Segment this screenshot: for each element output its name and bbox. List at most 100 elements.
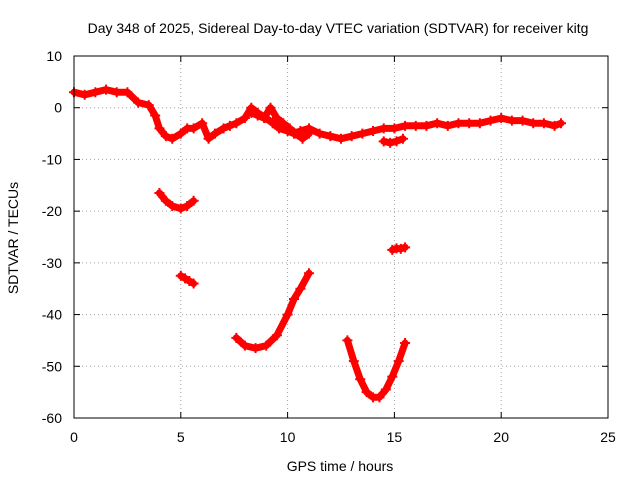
- data-point: [289, 294, 300, 305]
- data-point: [400, 120, 411, 131]
- data-point: [314, 128, 325, 139]
- y-tick-label: -50: [42, 358, 62, 374]
- series-segment-5h: [175, 270, 199, 289]
- x-tick-label: 5: [177, 429, 185, 445]
- data-point: [303, 128, 314, 139]
- data-layer: [69, 84, 567, 403]
- data-point: [79, 89, 90, 100]
- data-point: [267, 118, 278, 129]
- series-segment-4h: [154, 188, 199, 214]
- data-point: [400, 242, 411, 253]
- data-point: [239, 113, 250, 124]
- data-point: [485, 115, 496, 126]
- data-point: [378, 136, 389, 147]
- series-segment-15h: [387, 242, 411, 255]
- data-point: [453, 118, 464, 129]
- data-point: [432, 118, 443, 129]
- data-point: [278, 118, 289, 129]
- data-point: [182, 200, 193, 211]
- data-point: [175, 203, 186, 214]
- data-point: [400, 338, 411, 349]
- data-point: [410, 120, 421, 131]
- x-tick-label: 15: [387, 429, 403, 445]
- data-point: [325, 131, 336, 142]
- data-point: [197, 118, 208, 129]
- data-point: [274, 123, 285, 134]
- data-point: [348, 356, 359, 367]
- data-point: [474, 118, 485, 129]
- data-point: [271, 330, 282, 341]
- data-point: [361, 387, 372, 398]
- data-point: [209, 128, 220, 139]
- data-point: [297, 133, 308, 144]
- data-point: [303, 268, 314, 279]
- data-point: [265, 102, 276, 113]
- data-point: [442, 120, 453, 131]
- data-point: [188, 195, 199, 206]
- y-axis-label: SDTVAR / TECUs: [5, 182, 21, 294]
- y-tick-label: -10: [42, 151, 62, 167]
- data-point: [160, 195, 171, 206]
- data-point: [355, 374, 366, 385]
- x-tick-label: 25: [600, 429, 616, 445]
- data-point: [397, 133, 408, 144]
- series-arc-14h: [342, 335, 411, 403]
- data-point: [154, 188, 165, 199]
- data-point: [203, 133, 214, 144]
- data-point: [528, 118, 539, 129]
- data-point: [261, 340, 272, 351]
- data-point: [246, 107, 257, 118]
- data-point: [517, 115, 528, 126]
- data-point: [378, 123, 389, 134]
- data-point: [122, 87, 133, 98]
- series-arc-9h: [231, 268, 314, 354]
- series-line: [177, 272, 198, 287]
- data-point: [259, 113, 270, 124]
- data-point: [556, 118, 567, 129]
- data-point: [175, 128, 186, 139]
- data-point: [143, 100, 154, 111]
- data-point: [357, 128, 368, 139]
- data-point: [295, 283, 306, 294]
- data-point: [389, 123, 400, 134]
- data-point: [291, 128, 302, 139]
- data-point: [391, 136, 402, 147]
- data-point: [231, 118, 242, 129]
- data-point: [387, 371, 398, 382]
- series-line: [247, 104, 313, 143]
- data-point: [218, 123, 229, 134]
- data-point: [160, 131, 171, 142]
- y-tick-label: 10: [46, 48, 62, 64]
- y-tick-label: 0: [54, 100, 62, 116]
- data-point: [284, 123, 295, 134]
- data-point: [188, 123, 199, 134]
- data-point: [252, 110, 263, 121]
- data-point: [111, 87, 122, 98]
- data-point: [271, 113, 282, 124]
- data-point: [282, 309, 293, 320]
- data-point: [133, 97, 144, 108]
- series-segment-15h-upper: [378, 133, 408, 148]
- data-point: [188, 278, 199, 289]
- data-point: [167, 133, 178, 144]
- y-tick-label: -20: [42, 203, 62, 219]
- data-point: [421, 120, 432, 131]
- x-tick-label: 10: [280, 429, 296, 445]
- data-point: [90, 87, 101, 98]
- ticks: 0 5 10 15 20 25 -60 -50 -40 -30 -20 -10 0 10: [42, 48, 616, 445]
- data-point: [231, 332, 242, 343]
- data-point: [239, 340, 250, 351]
- data-point: [538, 118, 549, 129]
- data-point: [393, 356, 404, 367]
- data-point: [380, 384, 391, 395]
- data-point: [224, 120, 235, 131]
- data-point: [374, 392, 385, 403]
- data-point: [549, 120, 560, 131]
- data-point: [506, 115, 517, 126]
- data-point: [496, 113, 507, 124]
- chart-title: Day 348 of 2025, Sidereal Day-to-day VTE…: [88, 20, 589, 36]
- data-point: [167, 200, 178, 211]
- y-tick-label: -30: [42, 255, 62, 271]
